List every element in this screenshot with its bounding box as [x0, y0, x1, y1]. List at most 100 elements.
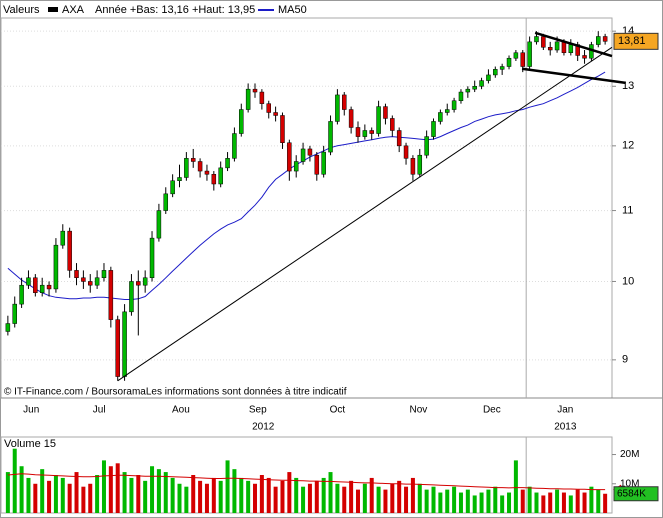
volume-bar: [108, 466, 113, 513]
y-tick-label: 11: [622, 204, 633, 216]
volume-plot: [0, 436, 613, 514]
volume-tag-label: 6584K: [617, 488, 646, 499]
volume-bar: [301, 486, 306, 513]
x-tick-label: Jun: [23, 405, 39, 416]
y-tick-label: 20M: [620, 449, 639, 460]
candle-body: [211, 174, 217, 185]
candle-body: [225, 158, 230, 169]
candle-body: [87, 281, 93, 286]
volume-bar: [26, 477, 31, 513]
volume-bar: [328, 472, 333, 513]
volume-ma-line: [7, 473, 606, 491]
candle-body: [108, 270, 114, 320]
candle-body: [136, 281, 141, 286]
volume-bar: [280, 480, 285, 513]
volume-bar: [95, 475, 100, 513]
volume-bar: [596, 489, 601, 513]
volume-bar: [163, 472, 168, 513]
volume-bar: [19, 466, 24, 513]
candle-body: [424, 136, 429, 156]
volume-bar: [239, 477, 244, 513]
candle-body: [369, 130, 374, 134]
volume-bar: [115, 463, 120, 513]
candle-body: [197, 161, 203, 172]
y-tick-label: 12: [622, 140, 634, 152]
volume-bar: [417, 483, 422, 513]
volume-bar: [397, 480, 402, 513]
candle-body: [376, 106, 381, 134]
candle-body: [142, 277, 148, 286]
candle-body: [431, 121, 436, 137]
x-tick-label: Jul: [93, 405, 106, 416]
candle-body: [417, 154, 423, 175]
volume-bar: [225, 460, 230, 513]
candle-body: [101, 270, 107, 279]
volume-bar: [177, 483, 182, 513]
candle-body: [561, 41, 567, 53]
volume-bar: [266, 477, 271, 513]
volume-bar: [520, 489, 525, 513]
volume-bar: [294, 477, 299, 513]
candle-body: [568, 44, 574, 53]
x-tick-label: Sep: [249, 405, 267, 416]
volume-bar: [383, 489, 388, 513]
volume-bar: [156, 469, 161, 513]
volume-bar: [376, 486, 381, 513]
candle-body: [259, 91, 265, 104]
candle-body: [115, 319, 120, 377]
volume-bar: [534, 492, 539, 513]
volume-bar: [472, 495, 477, 513]
volume-bar: [335, 483, 340, 513]
volume-bar: [486, 489, 491, 513]
volume-bar: [307, 483, 312, 513]
volume-bar: [507, 492, 512, 513]
candle-body: [60, 230, 66, 246]
candle-body: [5, 323, 11, 332]
candle-body: [451, 100, 457, 110]
volume-bar: [122, 472, 127, 513]
candle-body: [74, 270, 79, 279]
candle-body: [520, 52, 526, 67]
volume-bar: [404, 486, 409, 513]
candle-body: [122, 311, 127, 377]
x-tick-label: Jan: [557, 405, 573, 416]
legend-label: MA50: [278, 4, 307, 16]
volume-bar: [582, 492, 587, 513]
volume-bar: [561, 492, 566, 513]
volume-bar: [67, 483, 72, 513]
candle-body: [204, 170, 210, 175]
candle-body: [300, 148, 306, 162]
candle-body: [527, 41, 532, 67]
volume-bar: [246, 480, 251, 513]
candle-body: [499, 66, 505, 70]
candle-body: [33, 277, 38, 293]
volume-bar: [232, 469, 237, 513]
candle-body: [328, 121, 333, 153]
volume-bar: [40, 469, 45, 513]
candle-body: [252, 88, 258, 93]
y-tick-label: 10: [622, 275, 634, 287]
volume-bar: [204, 483, 209, 513]
volume-bar: [33, 483, 38, 513]
trend-line: [117, 46, 613, 382]
candle-body: [293, 161, 299, 172]
volume-bar: [362, 483, 367, 513]
volume-bar: [465, 489, 470, 513]
volume-bar: [88, 483, 93, 513]
volume-bar: [438, 492, 443, 513]
volume-bar: [314, 480, 319, 513]
candle-body: [541, 36, 546, 48]
y-tick-label: 9: [622, 354, 628, 366]
series-swatch: [48, 7, 58, 12]
volume-bar: [342, 486, 347, 513]
volume-bar: [184, 486, 189, 513]
volume-bar: [143, 480, 148, 513]
header-info: Année +Bas: 13,16 +Haut: 13,95: [95, 4, 255, 16]
price-tag-label: 13,81: [618, 35, 646, 47]
candle-body: [342, 94, 347, 110]
volume-bar: [60, 477, 65, 513]
volume-bar: [390, 483, 395, 513]
candle-body: [506, 57, 512, 67]
volume-bar: [479, 492, 484, 513]
